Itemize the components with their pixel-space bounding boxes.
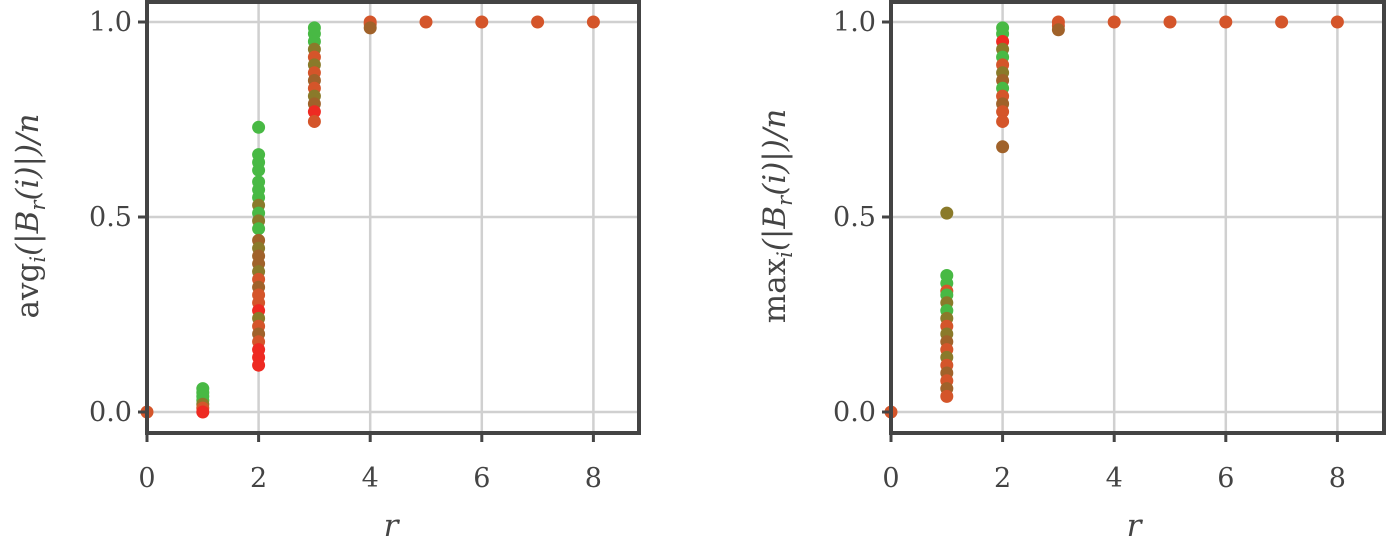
data-point xyxy=(586,15,600,29)
data-point xyxy=(1219,15,1233,29)
data-point xyxy=(940,389,954,403)
y-axis-label: maxi(|Br(i)|)/n xyxy=(757,109,797,324)
x-tick-label: 2 xyxy=(250,463,267,494)
x-tick-label: 2 xyxy=(994,463,1011,494)
y-tick-label: 1.0 xyxy=(89,7,132,38)
x-axis-label: r xyxy=(1127,508,1144,541)
data-point xyxy=(252,120,266,134)
x-tick-label: 6 xyxy=(1217,463,1234,494)
data-point xyxy=(196,405,210,419)
data-point xyxy=(996,114,1010,128)
data-point xyxy=(940,206,954,220)
data-point xyxy=(252,222,266,236)
data-point xyxy=(531,15,545,29)
x-tick-label: 8 xyxy=(1329,463,1346,494)
data-point xyxy=(1163,15,1177,29)
x-tick-label: 6 xyxy=(473,463,490,494)
chart-panel-2: 0 2 4 6 8 0.0 0.5 1.0 r maxi(|Br(i)|)/n xyxy=(757,0,1386,544)
data-point xyxy=(419,15,433,29)
x-tick-label: 8 xyxy=(585,463,602,494)
y-tick-label: 1.0 xyxy=(833,7,876,38)
y-tick-label: 0.0 xyxy=(89,397,132,428)
y-axis-label: avgi(|Br(i)|)/n xyxy=(10,114,50,319)
data-point xyxy=(307,105,321,119)
y-tick-label: 0.0 xyxy=(833,397,876,428)
chart-panel-1: 0 2 4 6 8 0.0 0.5 1.0 r avgi(|Br(i)|)/n xyxy=(10,0,641,544)
data-point xyxy=(252,163,266,177)
x-tick-label: 4 xyxy=(362,463,379,494)
data-point xyxy=(996,105,1010,119)
y-tick-label: 0.5 xyxy=(89,202,132,233)
data-point xyxy=(252,358,266,372)
x-tick-label: 4 xyxy=(1106,463,1123,494)
y-tick-label: 0.5 xyxy=(833,202,876,233)
data-point xyxy=(996,140,1010,154)
data-point xyxy=(1107,15,1121,29)
data-point xyxy=(1051,23,1065,37)
x-tick-label: 0 xyxy=(882,463,899,494)
data-point xyxy=(307,114,321,128)
x-tick-label: 0 xyxy=(138,463,155,494)
data-point xyxy=(475,15,489,29)
data-point xyxy=(363,21,377,35)
x-axis-label: r xyxy=(384,508,401,541)
data-point xyxy=(1330,15,1344,29)
data-point xyxy=(1275,15,1289,29)
